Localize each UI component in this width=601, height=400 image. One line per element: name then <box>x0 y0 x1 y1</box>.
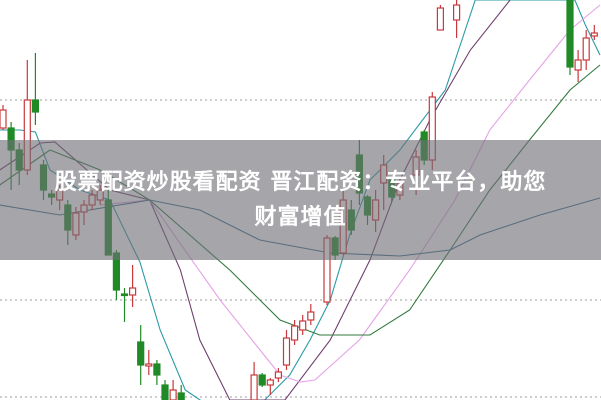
candle-up <box>169 389 177 400</box>
overlay-banner: 股票配资炒股看配资 晋江配资：专业平台，助您 财富增值 <box>0 140 601 260</box>
candle-down <box>258 374 266 386</box>
candle-up <box>590 32 598 37</box>
candle-up <box>291 325 299 341</box>
candle-up <box>307 311 315 321</box>
candle-up <box>129 287 137 296</box>
banner-text-line1: 股票配资炒股看配资 晋江配资：专业平台，助您 <box>54 170 547 195</box>
candle-up <box>250 374 258 400</box>
candle-down <box>137 341 145 366</box>
candle-down <box>566 0 574 68</box>
candle-up <box>145 363 153 367</box>
candle-up <box>282 337 291 366</box>
candle-down <box>177 392 185 400</box>
candle-up <box>299 320 307 331</box>
candle-down <box>31 99 40 113</box>
candle-down <box>161 384 169 400</box>
candle-down <box>120 293 129 297</box>
candle-up <box>436 7 444 31</box>
candle-up <box>574 59 582 71</box>
candle-up <box>582 37 590 61</box>
candle-up <box>266 379 274 386</box>
candle-up <box>274 371 282 379</box>
candle-down <box>153 363 161 376</box>
moving-average-line <box>100 4 601 383</box>
banner-text-line2: 财富增值 <box>254 205 347 230</box>
candle-up <box>0 109 7 129</box>
candle-up <box>453 4 461 21</box>
